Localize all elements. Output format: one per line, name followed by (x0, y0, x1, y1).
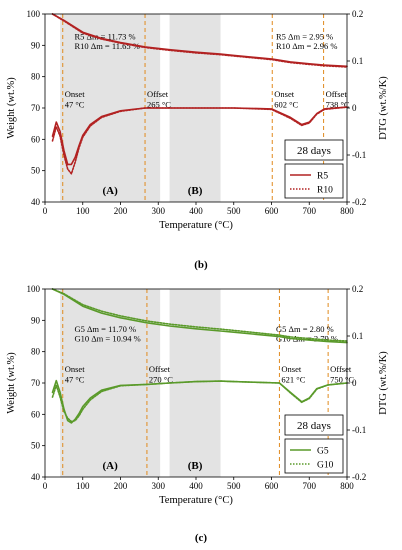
x-tick-label: 800 (340, 481, 354, 491)
legend-box (284, 163, 344, 199)
y-left-tick-label: 70 (31, 103, 41, 113)
vline-label: Onset (65, 364, 85, 374)
vline-value: 602 °C (274, 99, 298, 109)
x-tick-label: 100 (76, 206, 90, 216)
y-left-axis-label: Weight (wt.%) (6, 352, 17, 414)
panel-label: (c) (195, 532, 208, 544)
y-left-axis-label: Weight (wt.%) (6, 77, 17, 139)
x-tick-label: 300 (152, 481, 166, 491)
days-label: 28 days (297, 420, 331, 432)
mass-loss-annotation: G10 Δm = 10.94 % (74, 334, 140, 344)
days-box (284, 139, 344, 161)
x-tick-label: 600 (265, 206, 279, 216)
mass-loss-annotation: G5 Δm = 11.70 % (74, 324, 136, 334)
legend-label-G10: G10 (317, 461, 334, 471)
x-tick-label: 400 (189, 481, 203, 491)
y-left-tick-label: 40 (31, 197, 41, 207)
vline-label: Offset (330, 364, 352, 374)
legend-box (284, 438, 344, 474)
x-tick-label: 700 (303, 481, 317, 491)
mass-loss-annotation: R5 Δm = 2.95 % (276, 32, 333, 42)
x-tick-label: 600 (265, 481, 279, 491)
x-tick-label: 700 (303, 206, 317, 216)
vline-label: Onset (281, 364, 301, 374)
series-line-G10-dtg (51, 380, 348, 423)
legend-label-R10: R10 (317, 186, 333, 196)
y-left-tick-label: 90 (31, 315, 41, 325)
x-axis-label: Temperature (°C) (159, 495, 233, 506)
vline-label: Onset (65, 89, 85, 99)
region-label: (A) (102, 185, 118, 197)
x-tick-label: 500 (227, 481, 241, 491)
region-label: (B) (188, 185, 203, 197)
y-right-tick-label: 0.2 (352, 9, 363, 19)
y-right-tick-label: -0.1 (352, 150, 366, 160)
x-tick-label: 200 (114, 206, 128, 216)
legend-label-G5: G5 (317, 447, 329, 457)
y-left-tick-label: 60 (31, 409, 41, 419)
y-right-axis-label: DTG (wt.%/K) (378, 351, 389, 415)
vline-value: 270 °C (149, 374, 173, 384)
y-right-tick-label: 0.2 (352, 284, 363, 294)
region-label: (A) (102, 460, 118, 472)
panel-label: (b) (194, 259, 208, 271)
y-left-tick-label: 40 (31, 472, 41, 482)
x-tick-label: 100 (76, 481, 90, 491)
vline-value: 750 °C (330, 374, 354, 384)
vline-value: 738 °C (326, 99, 350, 109)
series-line-G5-weight (51, 288, 348, 344)
y-right-tick-label: -0.2 (352, 472, 366, 482)
x-tick-label: 500 (227, 206, 241, 216)
y-right-tick-label: 0.1 (352, 331, 363, 341)
days-box (284, 414, 344, 436)
y-right-axis-label: DTG (wt.%/K) (378, 76, 389, 140)
y-right-tick-label: 0.1 (352, 56, 363, 66)
vline-label: Offset (147, 89, 169, 99)
mass-loss-annotation: G5 Δm = 2.80 % (276, 324, 334, 334)
days-label: 28 days (297, 145, 331, 157)
y-left-tick-label: 80 (31, 72, 41, 82)
x-tick-label: 200 (114, 481, 128, 491)
y-left-tick-label: 100 (27, 284, 41, 294)
vline-label: Offset (149, 364, 171, 374)
x-axis-label: Temperature (°C) (159, 220, 233, 231)
y-left-tick-label: 90 (31, 40, 41, 50)
x-tick-label: 0 (43, 481, 48, 491)
region-label: (B) (188, 460, 203, 472)
x-tick-label: 300 (152, 206, 166, 216)
mass-loss-annotation: R10 Δm = 11.65 % (74, 41, 139, 51)
y-left-tick-label: 70 (31, 378, 41, 388)
y-right-tick-label: 0 (352, 378, 357, 388)
y-left-tick-label: 100 (27, 9, 41, 19)
vline-value: 47 °C (65, 99, 85, 109)
vline-value: 47 °C (65, 374, 85, 384)
series-line-G10-weight (51, 288, 348, 342)
y-right-tick-label: 0 (352, 103, 357, 113)
y-right-tick-label: -0.1 (352, 425, 366, 435)
vline-label: Onset (274, 89, 294, 99)
vline-value: 621 °C (281, 374, 305, 384)
y-left-tick-label: 50 (31, 166, 41, 176)
y-right-tick-label: -0.2 (352, 197, 366, 207)
vline-value: 265 °C (147, 99, 171, 109)
series-line-R10-weight (51, 13, 348, 68)
mass-loss-annotation: R10 Δm = 2.96 % (276, 41, 338, 51)
y-left-tick-label: 80 (31, 347, 41, 357)
x-tick-label: 800 (340, 206, 354, 216)
y-left-tick-label: 50 (31, 441, 41, 451)
mass-loss-annotation: R5 Δm = 11.73 % (74, 32, 135, 42)
vline-label: Offset (326, 89, 348, 99)
x-tick-label: 400 (189, 206, 203, 216)
x-tick-label: 0 (43, 206, 48, 216)
legend-label-R5: R5 (317, 172, 328, 182)
y-left-tick-label: 60 (31, 134, 41, 144)
series-line-R10-dtg (51, 106, 348, 175)
